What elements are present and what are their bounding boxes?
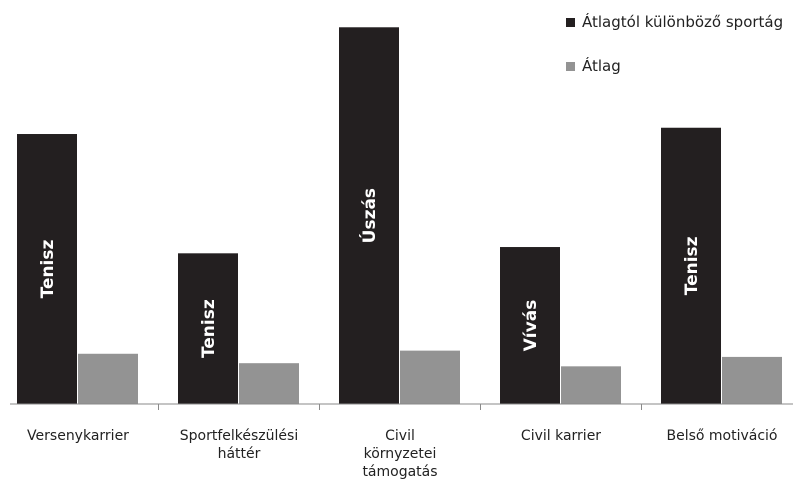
legend-label-series-2: Átlag [582,57,621,75]
legend-swatch-series-2 [566,61,575,71]
legend-label-series-1: Átlagtól különböző sportág [582,13,784,31]
bar-series-2-5 [722,356,782,404]
bars-group: Tenisz Tenisz Úszás Vívás Tenisz [17,27,782,405]
bar-series-2-4 [561,366,621,404]
bar-data-label-1: Tenisz [38,239,58,298]
x-axis-ticks [158,404,642,410]
bar-series-1-3 [339,27,399,405]
category-label-line: Civil [385,428,415,444]
category-label-1: Versenykarrier [27,428,129,444]
bar-data-label-4: Vívás [521,300,541,352]
category-label-4: Civil karrier [521,428,601,444]
legend: Átlagtól különböző sportág Átlag [566,12,783,100]
bar-series-1-1 [17,134,77,404]
bar-series-2-2 [239,363,299,404]
category-label-line: környzetei [364,446,437,462]
bar-series-1-4 [500,247,560,404]
legend-item-series-2: Átlag [566,56,783,76]
bar-series-1-2 [178,253,238,404]
bar-series-2-3 [400,350,460,404]
category-label-line: Civil karrier [521,428,601,444]
category-label-3: Civil környzetei támogatás [362,428,437,480]
legend-swatch-series-1 [566,17,575,27]
category-label-line: Belső motiváció [666,428,777,444]
category-labels: Versenykarrier Sportfelkészülési háttér Civ… [27,428,777,480]
bar-data-label-2: Tenisz [199,299,219,358]
category-label-2: Sportfelkészülési háttér [180,428,298,462]
bar-data-label-3: Úszás [358,188,380,243]
bar-data-label-5: Tenisz [682,236,702,295]
category-label-line: Sportfelkészülési [180,428,298,444]
category-label-5: Belső motiváció [666,428,777,444]
bar-series-1-5 [661,127,721,404]
category-label-line: háttér [218,446,261,462]
legend-item-series-1: Átlagtól különböző sportág [566,12,783,32]
category-label-line: Versenykarrier [27,428,129,444]
bar-series-2-1 [78,353,138,404]
category-label-line: támogatás [362,464,437,480]
